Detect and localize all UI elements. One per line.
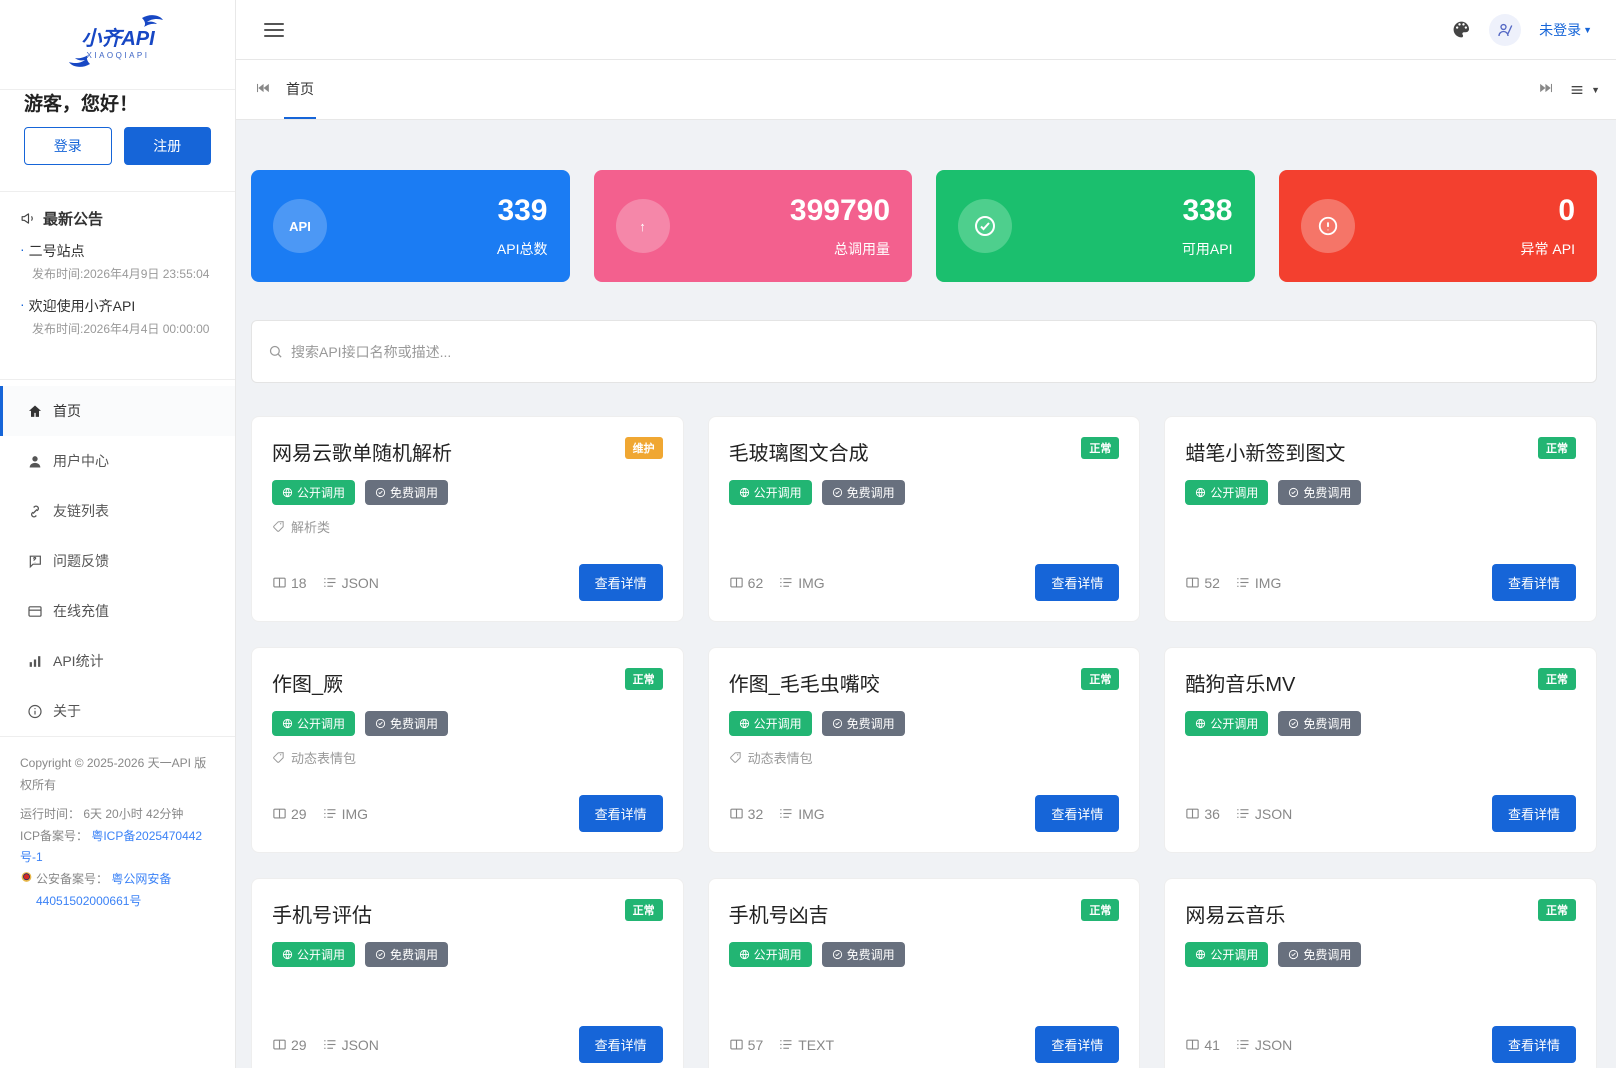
svg-text:小齐API: 小齐API [81,27,155,50]
svg-text:XIAOQIAPI: XIAOQIAPI [86,51,149,60]
